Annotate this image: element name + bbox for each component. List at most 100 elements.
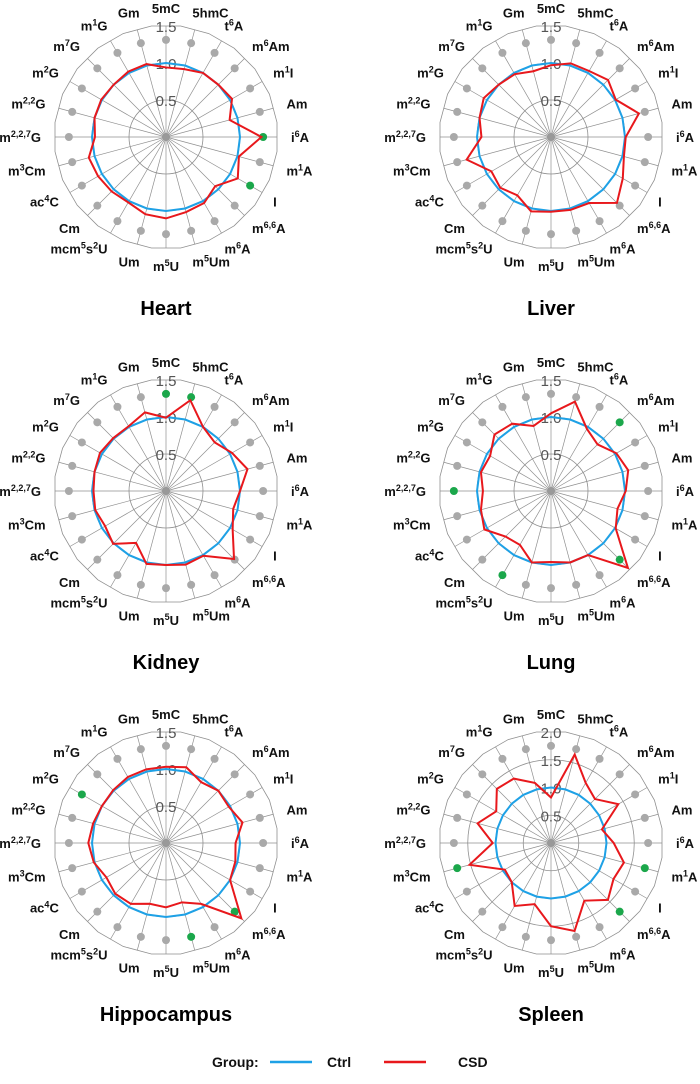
axis-label: m2,2,7G <box>0 483 41 499</box>
axis-dot <box>547 936 555 945</box>
significance-dot <box>259 133 268 141</box>
axis-dot <box>187 39 196 48</box>
spoke <box>550 136 607 234</box>
spoke <box>165 842 274 873</box>
spoke <box>58 490 167 521</box>
axis-label: 5hmC <box>192 5 229 20</box>
spoke <box>165 435 263 492</box>
spoke <box>110 490 167 588</box>
spoke <box>550 490 581 599</box>
spoke <box>550 58 630 138</box>
axis-dot <box>595 48 604 57</box>
axis-label: I <box>273 901 277 916</box>
axis-label: ac4C <box>415 194 444 210</box>
axis-dot <box>246 535 255 544</box>
axis-label: m6A <box>610 595 637 611</box>
spoke <box>58 136 167 167</box>
axis-label: m1I <box>273 419 293 435</box>
axis-dot <box>521 226 530 235</box>
axis-label: Cm <box>444 221 465 236</box>
axis-label: ac4C <box>30 194 59 210</box>
spoke <box>521 29 552 138</box>
axis-dot <box>255 107 264 116</box>
axis-dot <box>93 907 102 916</box>
axis-label: m7G <box>53 392 80 408</box>
spoke <box>495 490 552 588</box>
spoke <box>165 136 263 193</box>
axis-label: m2G <box>417 771 444 787</box>
axis-label: m6Am <box>252 38 290 54</box>
axis-label: Gm <box>118 5 140 20</box>
spoke <box>110 394 167 492</box>
spoke <box>165 136 274 167</box>
spoke <box>136 490 167 599</box>
axis-dot <box>162 584 170 593</box>
axis-label: m2,2,7G <box>0 835 41 851</box>
axis-label: I <box>273 195 277 210</box>
spoke <box>550 490 630 570</box>
axis-dot <box>187 580 196 589</box>
spoke <box>495 136 552 234</box>
axis-dot <box>246 84 255 93</box>
spoke <box>110 842 167 940</box>
axis-label: m1I <box>658 771 678 787</box>
axis-dot <box>631 438 640 447</box>
axis-label: m6A <box>225 595 252 611</box>
axis-dot <box>631 887 640 896</box>
axis-dot <box>68 461 77 470</box>
chart-title: Hippocampus <box>100 1004 232 1026</box>
axis-label: m5Um <box>192 254 230 270</box>
axis-dot <box>498 754 507 763</box>
axis-dot <box>478 64 487 73</box>
axis-label: mcm5s2U <box>50 595 107 611</box>
axis-label: m5Um <box>192 608 230 624</box>
axis-dot <box>77 887 86 896</box>
axis-label: m2G <box>32 419 59 435</box>
axis-label: m7G <box>53 744 80 760</box>
center-dot <box>547 133 555 141</box>
axis-label: m5Um <box>192 960 230 976</box>
axis-dot <box>595 571 604 580</box>
spoke <box>550 107 659 138</box>
axis-label: i6A <box>291 483 310 499</box>
legend-label-ctrl: Ctrl <box>327 1054 351 1070</box>
axis-dot <box>462 790 471 799</box>
axis-dot <box>113 402 122 411</box>
axis-label: m2,2G <box>11 450 45 466</box>
spoke <box>165 842 263 899</box>
axis-dot <box>93 201 102 210</box>
axis-label: Um <box>504 609 525 624</box>
tick-label: 1.5 <box>541 373 562 390</box>
significance-dot <box>498 571 507 580</box>
chart-title: Liver <box>527 298 575 320</box>
axis-label: m6,6A <box>637 926 671 942</box>
axis-dot <box>521 39 530 48</box>
axis-label: m5Um <box>577 608 615 624</box>
axis-dot <box>498 217 507 226</box>
axis-label: m2,2G <box>396 96 430 112</box>
axis-label: Am <box>286 803 307 818</box>
spoke <box>69 81 167 138</box>
center-dot <box>547 487 555 495</box>
axis-dot <box>136 393 145 402</box>
axis-dot <box>113 217 122 226</box>
axis-dot <box>255 461 264 470</box>
axis-dot <box>449 133 458 141</box>
axis-label: m1A <box>286 868 313 884</box>
axis-dot <box>255 512 264 521</box>
axis-dot <box>136 932 145 941</box>
axis-label: Um <box>504 255 525 270</box>
axis-label: Um <box>504 961 525 976</box>
axis-dot <box>77 535 86 544</box>
legend: Group: Ctrl CSD <box>212 1054 488 1070</box>
axis-label: ac4C <box>30 548 59 564</box>
axis-label: Um <box>119 609 140 624</box>
axis-dot <box>498 402 507 411</box>
axis-label: m1G <box>81 371 108 387</box>
axis-dot <box>595 754 604 763</box>
axis-label: m2,2,7G <box>0 129 41 145</box>
significance-dot <box>246 181 255 190</box>
grid-outer-polygon <box>54 25 278 249</box>
axis-dot <box>498 923 507 932</box>
